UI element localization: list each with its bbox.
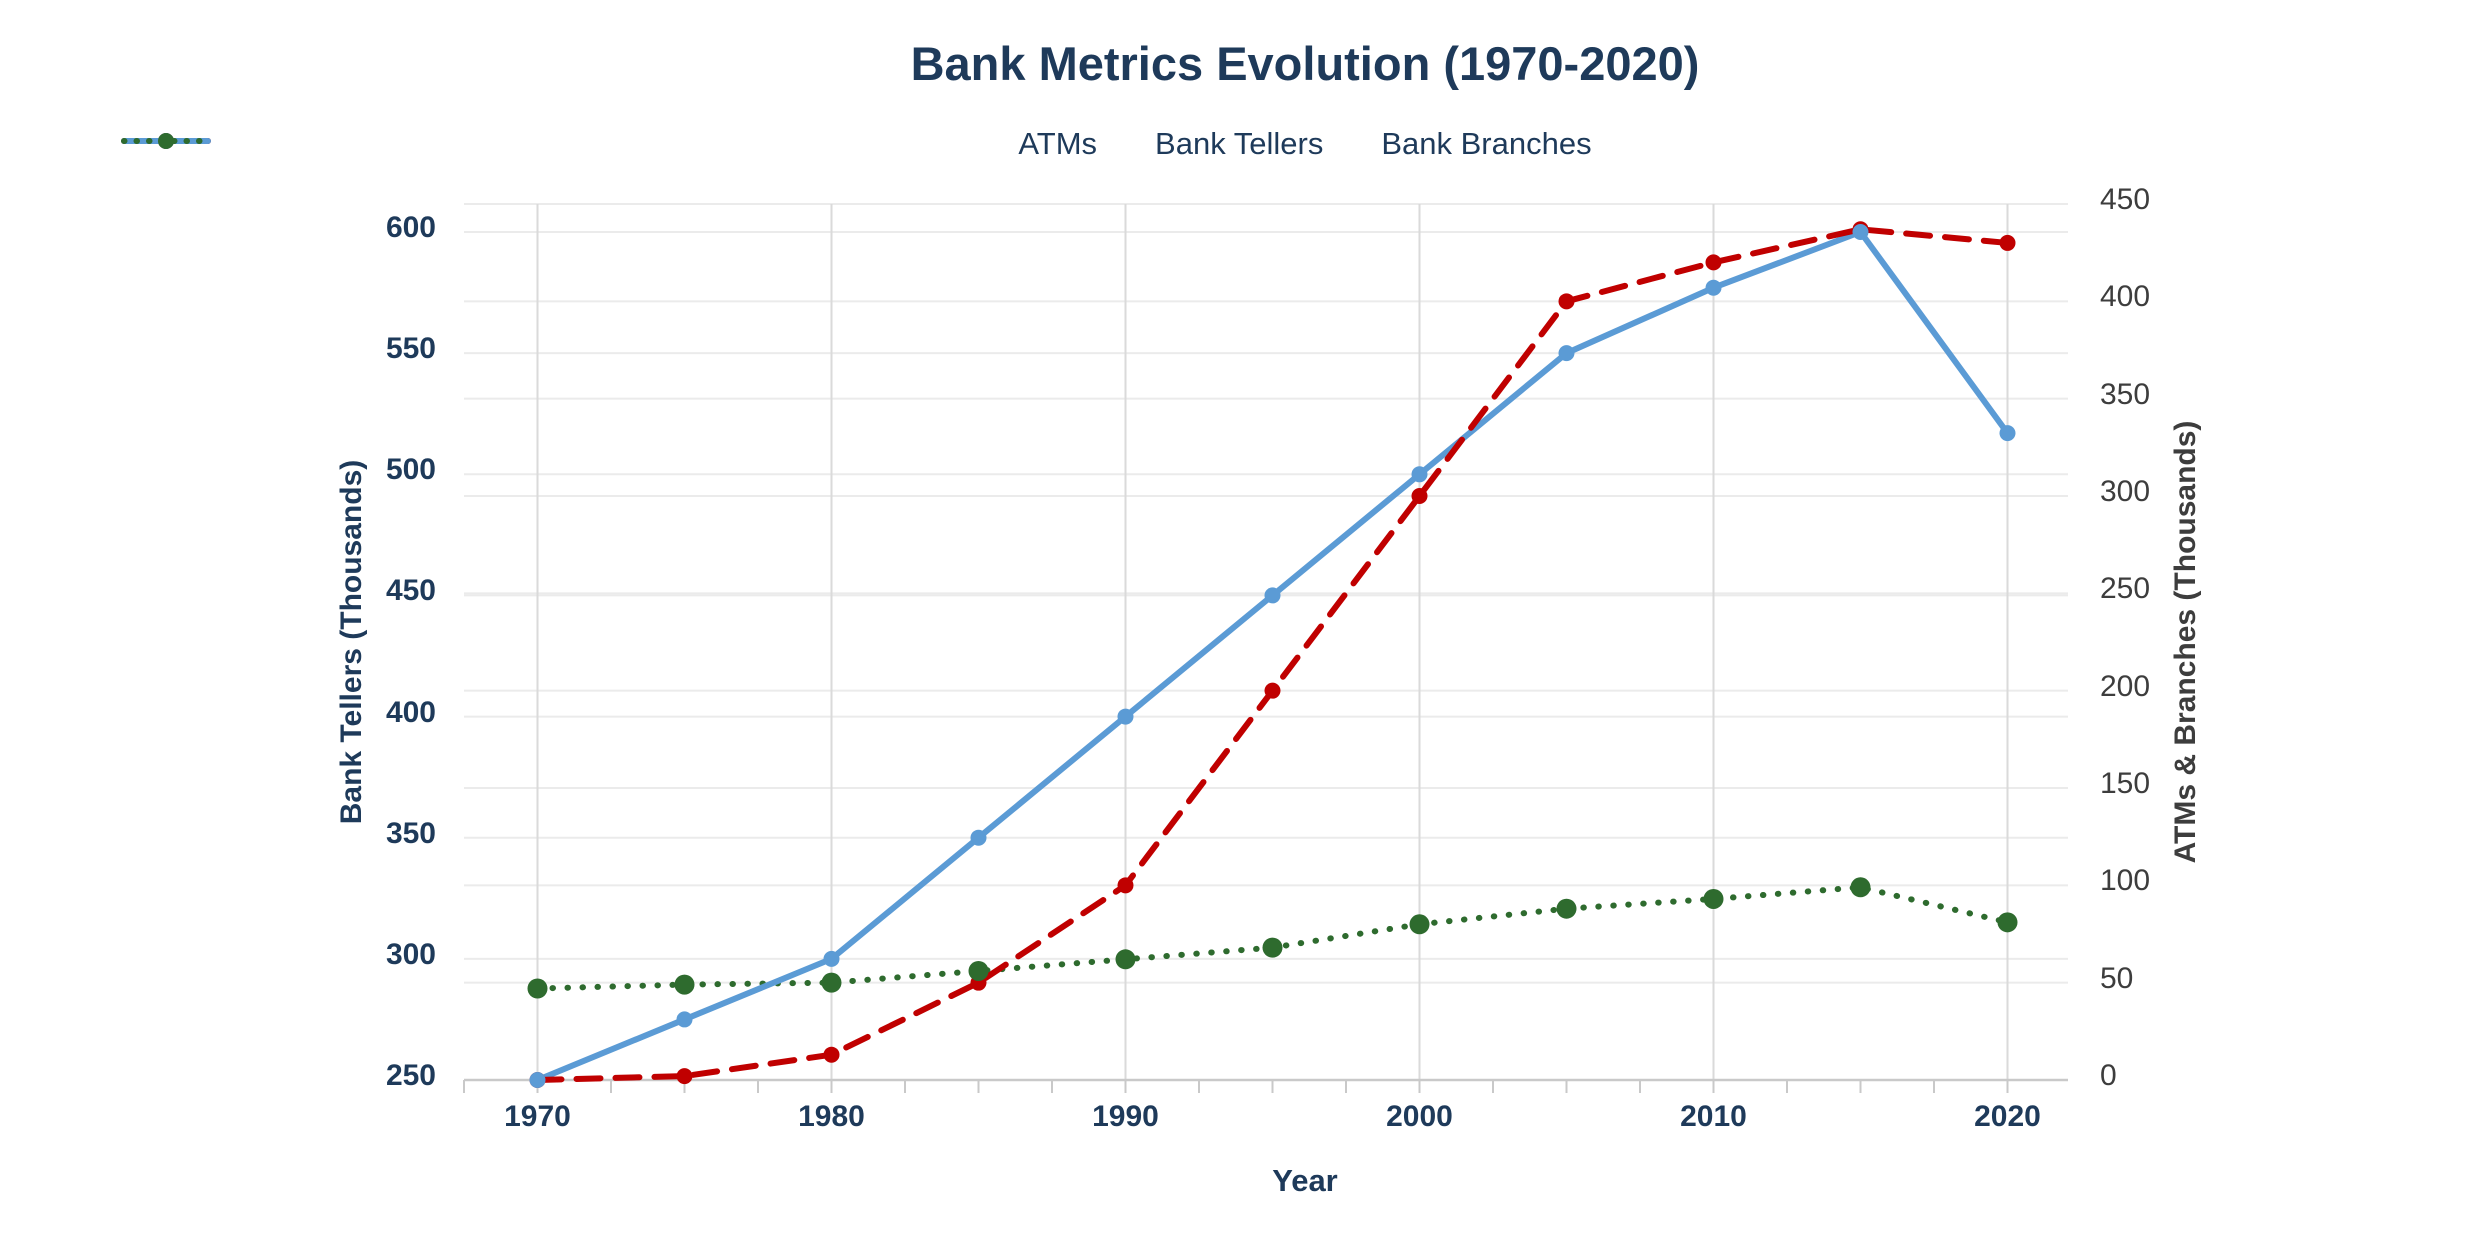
legend-label: Bank Tellers	[1155, 126, 1324, 161]
marker-bank-branches	[1703, 888, 1724, 909]
right-axis-tick: 250	[2100, 572, 2151, 606]
x-axis-tick-label: 2010	[1680, 1100, 1747, 1133]
right-axis-tick: 150	[2100, 767, 2151, 800]
marker-atms	[676, 1068, 693, 1085]
left-axis-tick: 400	[385, 695, 436, 729]
marker-bank-tellers	[1852, 224, 1869, 240]
x-axis-tick-label: 1990	[1092, 1100, 1159, 1133]
marker-atms	[1558, 293, 1575, 310]
left-axis-tick: 300	[385, 937, 436, 971]
marker-bank-branches	[968, 960, 989, 981]
left-axis-tick: 500	[385, 453, 436, 487]
marker-bank-branches	[674, 974, 695, 995]
marker-bank-branches	[527, 978, 548, 999]
chart-title: Bank Metrics Evolution (1970-2020)	[910, 37, 1700, 90]
marker-bank-branches	[1997, 912, 2018, 933]
x-axis-tick-label: 2020	[1974, 1100, 2041, 1133]
marker-atms	[1705, 254, 1722, 271]
left-axis-title: Bank Tellers (Thousands)	[335, 459, 368, 825]
right-axis-tick: 400	[2100, 280, 2151, 314]
marker-bank-branches	[1409, 914, 1430, 935]
right-axis-tick: 450	[2100, 183, 2151, 216]
marker-atms	[1411, 488, 1428, 504]
marker-bank-branches	[1115, 949, 1136, 970]
x-axis-title: Year	[1272, 1163, 1338, 1198]
marker-bank-tellers	[676, 1011, 693, 1028]
right-axis-tick: 300	[2100, 475, 2151, 508]
legend-item-bank-branches[interactable]: Bank Branches	[121, 126, 1592, 162]
marker-bank-branches	[821, 972, 842, 993]
chart-legend: ATMs Bank Tellers Bank Branches	[120, 126, 2490, 162]
left-axis-tick: 250	[385, 1059, 436, 1092]
marker-bank-tellers	[1117, 708, 1134, 725]
marker-bank-tellers	[1411, 466, 1428, 483]
marker-bank-tellers	[1705, 279, 1722, 296]
right-axis-tick: 100	[2100, 864, 2151, 898]
marker-bank-branches	[1556, 898, 1577, 919]
marker-bank-tellers	[529, 1072, 546, 1088]
marker-atms	[1999, 234, 2016, 251]
right-axis-tick: 350	[2100, 377, 2151, 411]
left-axis-tick: 450	[385, 574, 436, 608]
left-axis-tick: 600	[385, 211, 436, 244]
marker-bank-tellers	[1558, 345, 1575, 362]
x-axis-tick-label: 2000	[1386, 1100, 1453, 1133]
left-axis-tick: 550	[385, 332, 436, 366]
x-axis-tick-label: 1980	[798, 1100, 865, 1133]
marker-bank-branches	[1262, 937, 1283, 958]
right-axis-title: ATMs & Branches (Thousands)	[2169, 420, 2202, 864]
marker-bank-tellers	[1999, 425, 2016, 442]
right-axis-tick: 200	[2100, 669, 2151, 703]
left-axis-tick: 350	[385, 816, 436, 850]
legend-label: Bank Branches	[1381, 126, 1592, 161]
right-axis-tick: 0	[2100, 1059, 2117, 1092]
legend-swatch-dotted-icon	[121, 133, 211, 149]
marker-bank-tellers	[1264, 587, 1281, 604]
right-axis-tick: 50	[2100, 961, 2134, 995]
x-axis-tick-label: 1970	[504, 1100, 571, 1133]
marker-bank-branches	[1850, 877, 1871, 898]
marker-bank-tellers	[823, 950, 840, 967]
legend-label: ATMs	[1018, 126, 1098, 161]
marker-atms	[1264, 682, 1281, 699]
marker-atms	[1117, 877, 1134, 894]
marker-bank-tellers	[970, 829, 987, 846]
marker-atms	[823, 1046, 840, 1063]
